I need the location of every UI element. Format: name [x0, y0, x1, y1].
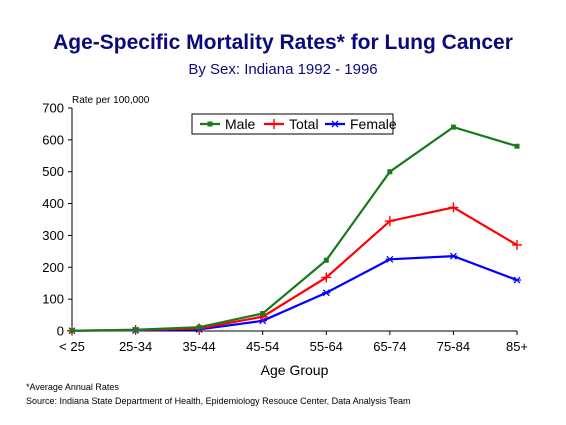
chart-subtitle: By Sex: Indiana 1992 - 1996	[188, 61, 378, 78]
series-line-female	[71, 255, 518, 332]
data-point	[269, 119, 279, 129]
y-tick-label: 700	[42, 101, 64, 116]
data-point	[384, 216, 395, 227]
legend-label: Total	[289, 116, 319, 132]
footnote-source: Source: Indiana State Department of Heal…	[26, 396, 411, 406]
data-point	[514, 143, 520, 149]
y-tick-label: 400	[42, 196, 64, 211]
y-tick-label: 100	[42, 292, 64, 307]
data-point	[385, 255, 394, 263]
x-tick-label: 35-44	[183, 339, 216, 354]
footnote-average: *Average Annual Rates	[26, 382, 119, 392]
y-tick-label: 500	[42, 164, 64, 179]
data-point	[69, 328, 75, 334]
data-point	[322, 289, 331, 297]
chart-title: Age-Specific Mortality Rates* for Lung C…	[53, 31, 513, 54]
y-tick-label: 600	[42, 132, 64, 147]
y-tick-label: 200	[42, 260, 64, 275]
data-point	[196, 324, 202, 330]
x-tick-label: 85+	[506, 339, 528, 354]
legend-label: Female	[350, 116, 397, 132]
data-point	[448, 202, 459, 213]
data-point	[331, 120, 339, 128]
legend-label: Male	[225, 116, 256, 132]
series-line-male	[71, 125, 518, 332]
data-point	[512, 239, 522, 250]
data-point	[450, 124, 456, 130]
data-point	[133, 327, 139, 333]
x-axis-title: Age Group	[261, 362, 329, 378]
legend-box	[191, 113, 394, 135]
data-point	[513, 276, 521, 284]
data-point	[323, 257, 329, 263]
series-line-total	[71, 206, 518, 332]
x-tick-label: 25-34	[119, 339, 152, 354]
y-axis-title: Rate per 100,000	[72, 95, 150, 106]
x-tick-label: < 25	[59, 339, 85, 354]
x-tick-label: 65-74	[373, 339, 406, 354]
data-point	[207, 121, 213, 127]
data-point	[260, 310, 266, 316]
data-point	[321, 272, 332, 283]
y-tick-label: 300	[42, 228, 64, 243]
x-tick-label: 55-64	[310, 339, 343, 354]
data-point	[387, 169, 393, 175]
y-tick-label: 0	[57, 324, 64, 339]
x-tick-label: 45-54	[246, 339, 279, 354]
x-tick-label: 75-84	[437, 339, 470, 354]
data-point	[449, 252, 458, 260]
